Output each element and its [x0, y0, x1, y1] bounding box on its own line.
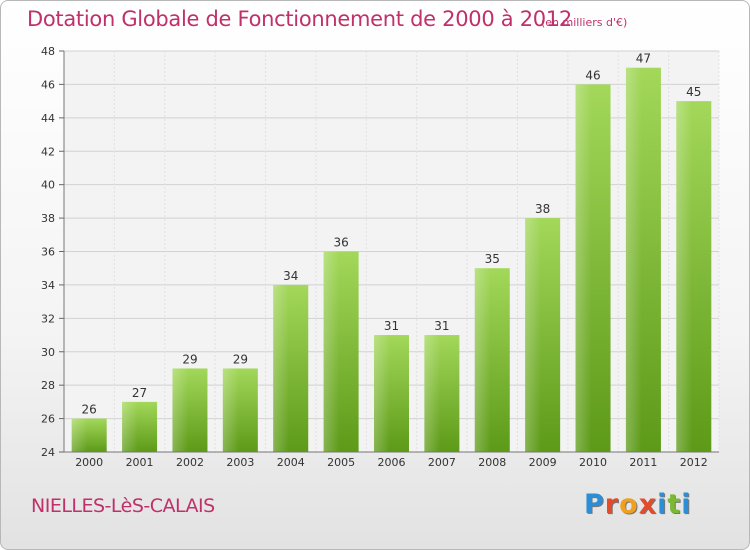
bar-highlight [525, 218, 541, 452]
data-label: 31 [384, 319, 399, 333]
x-tick-label: 2003 [226, 456, 254, 469]
x-tick-label: 2007 [428, 456, 456, 469]
y-tick-label: 24 [41, 446, 55, 459]
bar-highlight [122, 401, 138, 452]
data-label: 34 [283, 269, 298, 283]
bar-highlight [323, 251, 340, 452]
logo-letter: P [584, 489, 605, 520]
data-label: 31 [434, 319, 449, 333]
bar-highlight [575, 84, 592, 453]
y-tick-label: 26 [41, 413, 55, 426]
x-tick-label: 2008 [478, 456, 506, 469]
x-tick-label: 2009 [529, 456, 557, 469]
x-tick-label: 2004 [277, 456, 305, 469]
x-tick-label: 2010 [579, 456, 607, 469]
data-label: 45 [686, 85, 701, 99]
bar-highlight [71, 418, 88, 452]
bar-highlight [374, 335, 390, 452]
data-label: 35 [485, 252, 500, 266]
y-tick-label: 38 [41, 212, 55, 225]
logo-letter: o [619, 489, 639, 520]
commune-name: NIELLES-LèS-CALAIS [31, 495, 215, 517]
y-tick-label: 32 [41, 312, 55, 325]
y-tick-label: 36 [41, 246, 55, 259]
y-tick-label: 44 [41, 112, 55, 125]
proxiti-logo: Proxiti [584, 489, 692, 520]
data-label: 26 [82, 403, 97, 417]
chart-unit: (en milliers d'€) [541, 16, 628, 29]
bar-highlight [273, 284, 289, 452]
chart-title: Dotation Globale de Fonctionnement de 20… [27, 7, 572, 31]
y-tick-label: 40 [41, 179, 55, 192]
bar-highlight [676, 101, 693, 452]
bar-highlight [424, 335, 441, 452]
data-label: 29 [182, 352, 197, 366]
x-tick-label: 2011 [629, 456, 657, 469]
data-label: 46 [585, 68, 600, 82]
x-tick-label: 2006 [378, 456, 406, 469]
bar-highlight [222, 368, 239, 452]
x-tick-label: 2000 [75, 456, 103, 469]
logo-letter: t [667, 489, 682, 520]
x-tick-label: 2002 [176, 456, 204, 469]
data-label: 36 [333, 236, 348, 250]
logo-letter: x [638, 489, 658, 520]
logo-letter: i [657, 489, 668, 520]
x-tick-label: 2001 [126, 456, 154, 469]
y-tick-label: 46 [41, 78, 55, 91]
x-tick-label: 2012 [680, 456, 708, 469]
x-tick-label: 2005 [327, 456, 355, 469]
bar-highlight [474, 268, 491, 452]
y-tick-label: 34 [41, 279, 55, 292]
data-label: 29 [233, 352, 248, 366]
logo-letter: r [604, 489, 620, 520]
data-label: 47 [636, 52, 651, 66]
y-tick-label: 30 [41, 346, 55, 359]
y-tick-label: 48 [41, 45, 55, 58]
y-tick-label: 42 [41, 145, 55, 158]
logo-letter: i [681, 489, 692, 520]
data-label: 27 [132, 386, 147, 400]
bar-highlight [172, 368, 189, 452]
y-tick-label: 28 [41, 379, 55, 392]
bar-highlight [625, 67, 642, 452]
data-label: 38 [535, 202, 550, 216]
